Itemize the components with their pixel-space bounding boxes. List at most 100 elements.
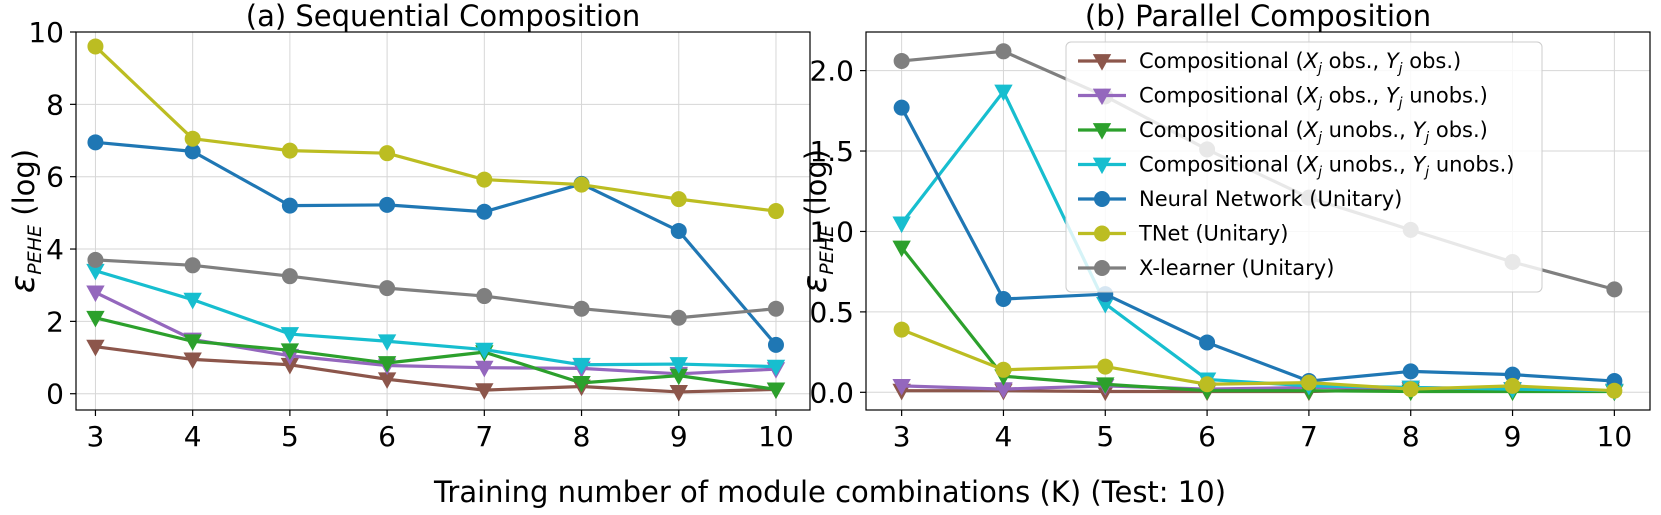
series-line [95, 140, 778, 346]
y-tick-label: 6 [46, 161, 64, 194]
y-axis-label: εPEHE (log) [795, 149, 838, 293]
data-point [893, 99, 910, 116]
x-tick-label: 6 [1198, 420, 1216, 453]
x-tick-label: 9 [670, 420, 688, 453]
data-point [86, 339, 105, 357]
data-point [995, 291, 1012, 308]
data-point [87, 134, 104, 151]
y-tick-label: 8 [46, 88, 64, 121]
data-point [379, 280, 396, 297]
data-point [183, 352, 202, 370]
data-point [280, 327, 300, 344]
series-line [95, 258, 777, 320]
data-point [1300, 374, 1317, 391]
panel-parallel: 3 4 5 6 7 8 9 10 0.0 0.5 1.0 1.5 2.0 (b) Parallel Com… [795, 0, 1651, 453]
series-line [95, 345, 777, 394]
legend-marker [1094, 260, 1110, 276]
x-tick-label: 8 [1402, 420, 1420, 453]
y-tick-label: 4 [46, 233, 64, 266]
legend-marker [1094, 225, 1110, 242]
legend-label: Compositional (Xj obs., Yj unobs.) [1139, 84, 1488, 112]
legend-label: Compositional (Xj unobs., Yj unobs.) [1139, 153, 1514, 181]
legend-label: X-learner (Unitary) [1139, 256, 1334, 280]
legend-label: Neural Network (Unitary) [1139, 187, 1402, 211]
data-point [766, 359, 786, 377]
x-tick-label: 5 [281, 420, 299, 453]
axes-frame [75, 31, 811, 411]
data-point [670, 222, 687, 239]
data-point [87, 38, 104, 55]
data-point [1504, 366, 1521, 383]
data-point [184, 257, 201, 274]
y-tick-label: 1.0 [809, 215, 854, 248]
series-line [94, 269, 777, 369]
x-tick-label: 7 [1300, 420, 1318, 453]
data-point [280, 357, 300, 375]
data-point [1199, 376, 1216, 393]
data-point [87, 251, 104, 268]
data-point [670, 191, 687, 208]
data-point [1606, 281, 1623, 298]
x-tick-label: 6 [378, 420, 396, 453]
data-point [475, 360, 494, 378]
data-point [184, 143, 201, 160]
y-tick-label: 2.0 [809, 55, 854, 88]
data-point [281, 268, 298, 285]
data-point [573, 176, 590, 193]
axes-frame [865, 31, 1651, 411]
data-point [766, 382, 786, 400]
chart-title: (b) Parallel Composition [1085, 0, 1431, 33]
x-tick-label: 3 [87, 420, 105, 453]
data-point [1606, 382, 1623, 399]
data-point [86, 263, 105, 281]
y-tick-label: 1.5 [809, 135, 854, 168]
data-point [995, 361, 1012, 378]
data-point [892, 216, 911, 234]
data-point [767, 300, 784, 317]
legend-marker [1092, 157, 1112, 175]
data-point [572, 357, 591, 375]
legend-label: Compositional (Xj obs., Yj obs.) [1139, 49, 1461, 77]
data-point [767, 336, 784, 353]
data-point [767, 203, 784, 220]
legend-label: TNet (Unitary) [1138, 222, 1288, 246]
x-tick-label: 7 [475, 420, 493, 453]
data-point [1199, 334, 1216, 351]
series-line [900, 246, 1615, 394]
data-point [995, 43, 1012, 60]
data-point [184, 130, 201, 147]
y-tick-label: 0.0 [809, 376, 854, 409]
legend-marker [1092, 88, 1112, 106]
data-point [476, 203, 493, 220]
series-line [94, 45, 777, 213]
data-point [1096, 377, 1115, 394]
y-tick-label: 0.5 [809, 296, 854, 329]
x-tick-label: 10 [758, 420, 794, 453]
data-point [573, 300, 590, 317]
data-point [572, 375, 591, 393]
series-line [95, 316, 777, 391]
data-point [893, 52, 910, 69]
data-point [183, 334, 202, 351]
x-tick-label: 3 [893, 420, 911, 453]
legend-marker [1094, 191, 1110, 207]
legend-marker [1092, 123, 1112, 140]
data-point [669, 357, 688, 374]
data-point [281, 197, 298, 214]
data-point [1504, 377, 1521, 394]
data-point [1097, 358, 1114, 375]
data-point [379, 145, 396, 162]
data-point [892, 378, 911, 396]
data-point [475, 342, 494, 360]
data-point [893, 321, 910, 338]
data-point [1402, 363, 1419, 380]
data-point [994, 382, 1013, 399]
y-tick-label: 2 [46, 305, 64, 338]
y-tick-label: 10 [28, 16, 64, 49]
series-line [901, 328, 1615, 393]
data-point [377, 356, 397, 373]
panel-sequential: 3 4 5 6 7 8 9 10 0 2 4 6 8 10 (a) Sequential Compositi… [3, 0, 811, 453]
x-tick-label: 4 [995, 420, 1013, 453]
data-point [86, 285, 105, 303]
